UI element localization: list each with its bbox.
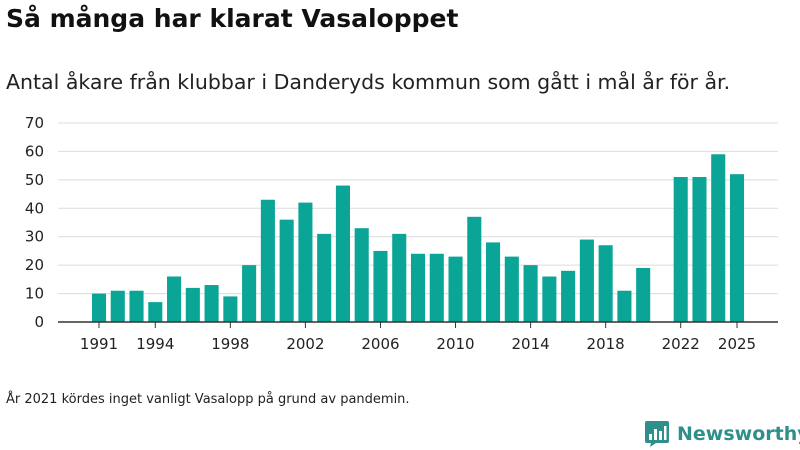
x-tick-label: 2014 (511, 335, 549, 353)
y-tick-label: 70 (25, 114, 44, 132)
footnote: År 2021 kördes inget vanligt Vasalopp på… (6, 392, 410, 407)
x-axis-ticks: 1991 1994 1998 2002 2006 2010 2014 2018 2022 2025 (80, 322, 756, 353)
bar-1995 (167, 276, 182, 322)
bar-2022 (673, 177, 688, 322)
bar-2010 (448, 256, 463, 322)
bar-1994 (148, 302, 163, 322)
chart-title: Så många har klarat Vasaloppet (6, 4, 459, 33)
y-tick-label: 60 (25, 142, 44, 160)
bar-chart: 0 10 20 30 40 50 60 70 1991 1994 1998 2002 2006 2010… (25, 114, 778, 353)
bar-1993 (129, 290, 144, 322)
bar-2024 (711, 154, 726, 322)
x-tick-label: 1998 (211, 335, 249, 353)
bars (91, 154, 745, 322)
bar-2018 (598, 245, 613, 322)
brand-logo: Newsworthy (644, 420, 800, 448)
bar-2019 (617, 290, 632, 322)
bar-1992 (110, 290, 125, 322)
bar-2006 (373, 250, 388, 322)
bar-2009 (429, 253, 444, 322)
y-tick-label: 10 (25, 285, 44, 303)
bar-2007 (392, 233, 407, 322)
bar-2014 (523, 265, 538, 322)
bar-2023 (692, 177, 707, 322)
bar-2001 (279, 219, 294, 322)
bar-2017 (579, 239, 594, 322)
bar-2015 (542, 276, 557, 322)
y-tick-label: 20 (25, 256, 44, 274)
bar-1998 (223, 296, 238, 322)
x-tick-label: 2018 (587, 335, 625, 353)
bar-2011 (467, 216, 482, 322)
y-tick-label: 50 (25, 171, 44, 189)
bar-2004 (335, 185, 350, 322)
x-tick-label: 2002 (286, 335, 324, 353)
bar-1997 (204, 285, 219, 322)
bar-2005 (354, 228, 369, 322)
bar-2012 (486, 242, 501, 322)
bar-2013 (504, 256, 519, 322)
bar-2008 (410, 253, 426, 322)
bar-2000 (260, 199, 275, 322)
chart-subtitle: Antal åkare från klubbar i Danderyds kom… (6, 70, 731, 94)
bar-2025 (729, 174, 745, 322)
x-tick-label: 2025 (718, 335, 756, 353)
y-tick-label: 40 (25, 199, 44, 217)
brand-name: Newsworthy (677, 423, 800, 445)
bar-2020 (636, 267, 651, 322)
bar-1991 (91, 293, 107, 322)
bar-2002 (298, 202, 313, 322)
y-axis-ticks: 0 10 20 30 40 50 60 70 (25, 114, 44, 331)
x-tick-label: 1994 (136, 335, 174, 353)
x-tick-label: 1991 (80, 335, 118, 353)
x-tick-label: 2022 (662, 335, 700, 353)
newsworthy-logo-icon (645, 421, 669, 447)
bar-1999 (242, 265, 257, 322)
bar-2016 (561, 270, 576, 322)
y-tick-label: 30 (25, 228, 44, 246)
y-tick-label: 0 (34, 313, 44, 331)
bar-2003 (317, 233, 332, 322)
x-tick-label: 2010 (436, 335, 474, 353)
bar-1996 (185, 287, 200, 322)
x-tick-label: 2006 (361, 335, 399, 353)
